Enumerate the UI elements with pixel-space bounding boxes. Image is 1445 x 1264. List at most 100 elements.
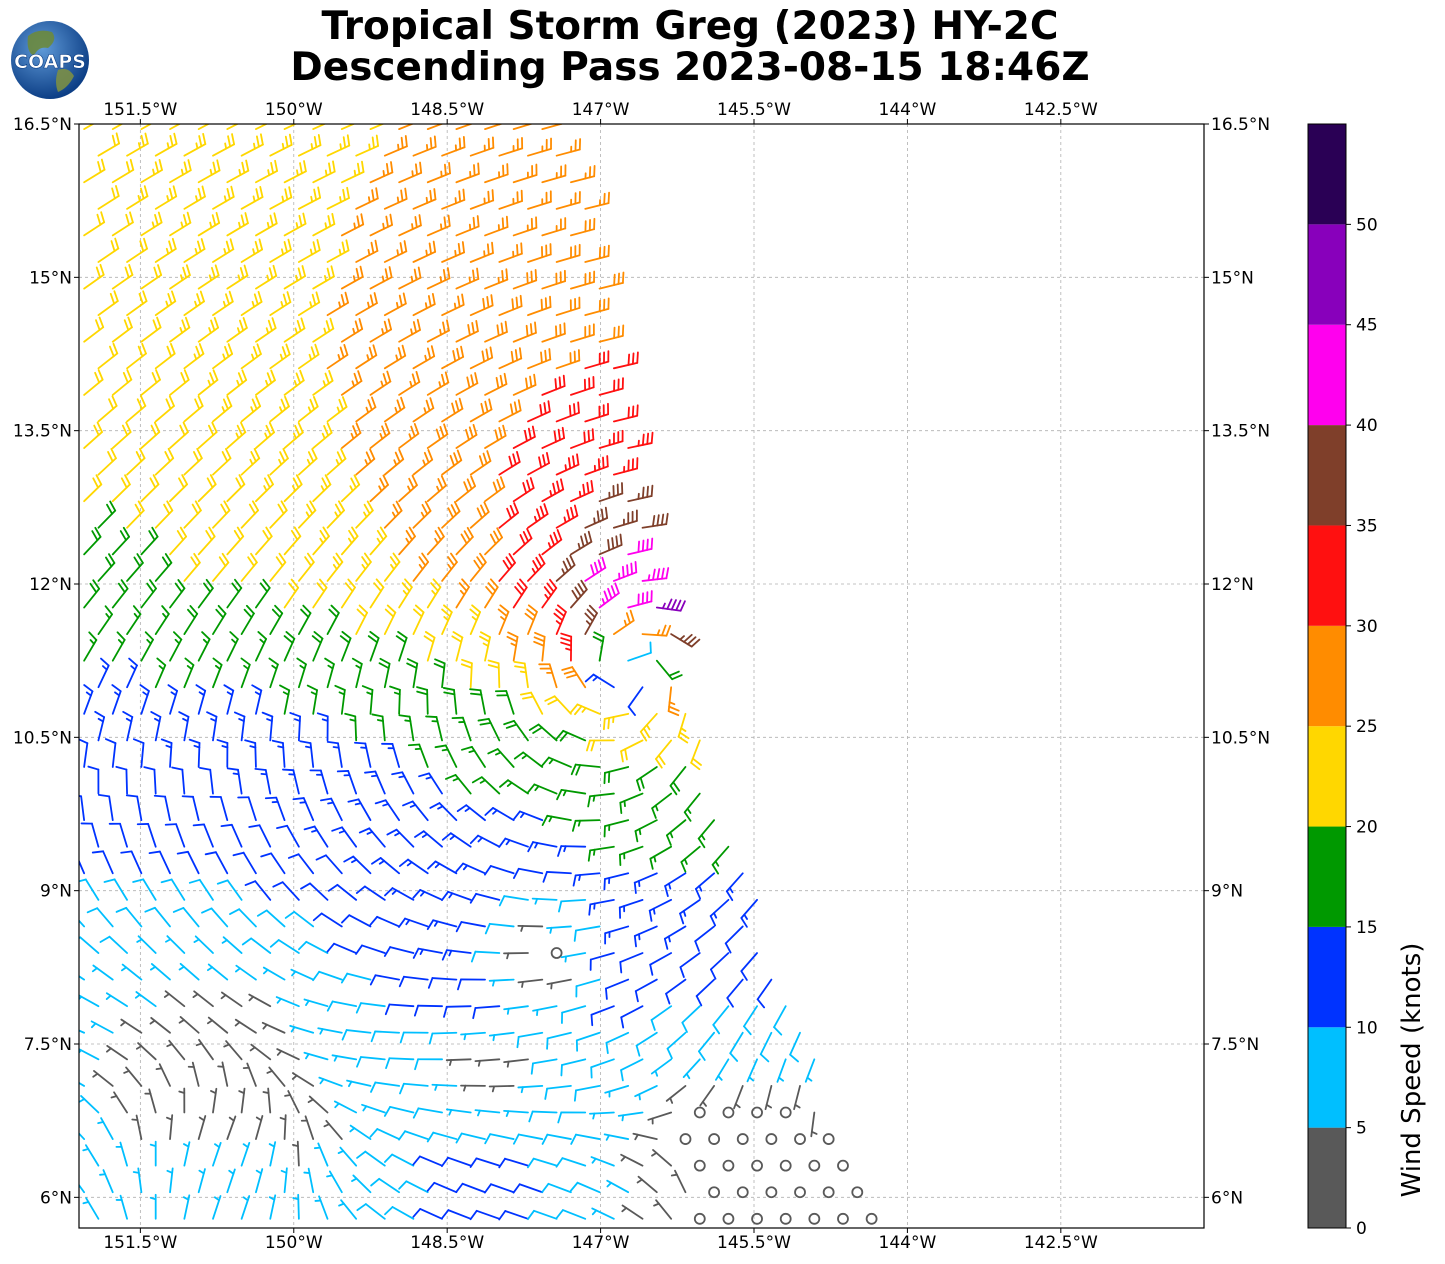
wind-barb (851, 1186, 864, 1199)
barb-feather (531, 425, 536, 438)
barb-feather (177, 579, 186, 590)
barb-feather (217, 604, 227, 615)
barb-feather (119, 530, 127, 541)
barb-feather (214, 264, 220, 277)
wind-barb (83, 579, 101, 609)
barb-half-feather (367, 301, 371, 309)
wind-barb (598, 533, 623, 556)
barb-feather (111, 134, 117, 147)
barb-feather (91, 850, 105, 854)
wind-barb (506, 631, 519, 662)
barb-staff (79, 936, 100, 954)
wind-barb (428, 1031, 458, 1045)
wind-barb (512, 527, 533, 556)
wind-barb (561, 1005, 587, 1024)
barb-feather (327, 883, 339, 892)
wind-barb (484, 527, 503, 556)
wind-barb (197, 316, 220, 343)
wind-barb (693, 1159, 706, 1172)
barb-staff (197, 124, 211, 131)
wind-barb (512, 1133, 544, 1145)
wind-barb (590, 1005, 615, 1027)
barb-feather (196, 293, 202, 305)
barb-staff (517, 1133, 544, 1140)
barb-feather (359, 265, 364, 278)
barb-half-feather (182, 1196, 190, 1201)
barb-feather (200, 238, 206, 250)
wind-barb (269, 133, 293, 157)
wind-barb (441, 1156, 472, 1168)
barb-feather (324, 474, 332, 486)
wind-barb (326, 134, 351, 157)
barb-feather (587, 530, 593, 543)
calm-circle (751, 1106, 763, 1119)
barb-feather (296, 319, 302, 332)
calm-circle (722, 1212, 735, 1225)
barb-feather (543, 402, 547, 415)
wind-barb (169, 124, 182, 131)
barb-feather (561, 666, 574, 671)
barb-feather (672, 781, 681, 792)
wind-barb (340, 578, 356, 609)
wind-barb (587, 792, 615, 808)
wind-barb (398, 917, 429, 928)
barb-half-feather (437, 805, 444, 810)
wind-barb (598, 324, 625, 343)
wind-barb (165, 935, 186, 954)
barb-feather (549, 578, 558, 589)
barb-feather (243, 110, 245, 120)
barb-half-feather (215, 664, 221, 670)
barb-staff (561, 1157, 587, 1167)
wind-barb (340, 160, 365, 184)
barb-feather (657, 754, 666, 766)
wind-barb (398, 526, 416, 556)
barb-half-feather (510, 642, 517, 647)
barb-feather (344, 291, 349, 304)
barb-feather (518, 347, 523, 360)
barb-half-feather (591, 1209, 598, 1216)
wind-barb (612, 457, 639, 476)
barb-half-feather (305, 1053, 310, 1060)
barb-feather (584, 673, 595, 683)
wind-barb (474, 1058, 501, 1067)
barb-feather (302, 212, 307, 225)
barb-feather (479, 631, 491, 639)
wind-barb (212, 447, 232, 476)
barb-staff (277, 939, 300, 954)
barb-half-feather (281, 195, 285, 203)
barb-feather (300, 608, 310, 618)
wind-barb (111, 264, 134, 290)
barb-feather (466, 478, 473, 490)
barb-staff (164, 795, 171, 822)
barb-half-feather (324, 275, 328, 282)
barb-half-feather (562, 789, 567, 797)
barb-feather (695, 995, 703, 1007)
barb-feather (193, 451, 200, 463)
barb-staff (432, 1131, 458, 1140)
wind-barb (269, 500, 288, 529)
barb-half-feather (379, 433, 384, 440)
wind-barb (80, 822, 100, 848)
barb-feather (629, 609, 635, 622)
lon-label-bottom: 150°W (265, 1233, 323, 1253)
colorbar-tick-label: 35 (1356, 516, 1378, 536)
barb-half-feather (89, 639, 95, 645)
wind-barb (606, 1179, 630, 1194)
barb-feather (321, 477, 329, 489)
barb-half-feather (521, 754, 528, 760)
barb-feather (227, 343, 234, 355)
barb-feather (648, 909, 653, 922)
wind-barb (149, 1140, 157, 1167)
barb-feather (474, 372, 479, 385)
barb-feather (140, 134, 145, 147)
barb-half-feather (418, 563, 424, 570)
barb-feather (240, 657, 251, 666)
barb-feather (146, 582, 155, 593)
barb-feather (416, 318, 421, 331)
wind-barb (530, 1058, 558, 1075)
barb-half-feather (652, 907, 656, 915)
wind-barb (163, 990, 186, 1008)
wind-barb (592, 631, 605, 662)
map-frame (78, 123, 1205, 1229)
barb-feather (499, 374, 504, 387)
